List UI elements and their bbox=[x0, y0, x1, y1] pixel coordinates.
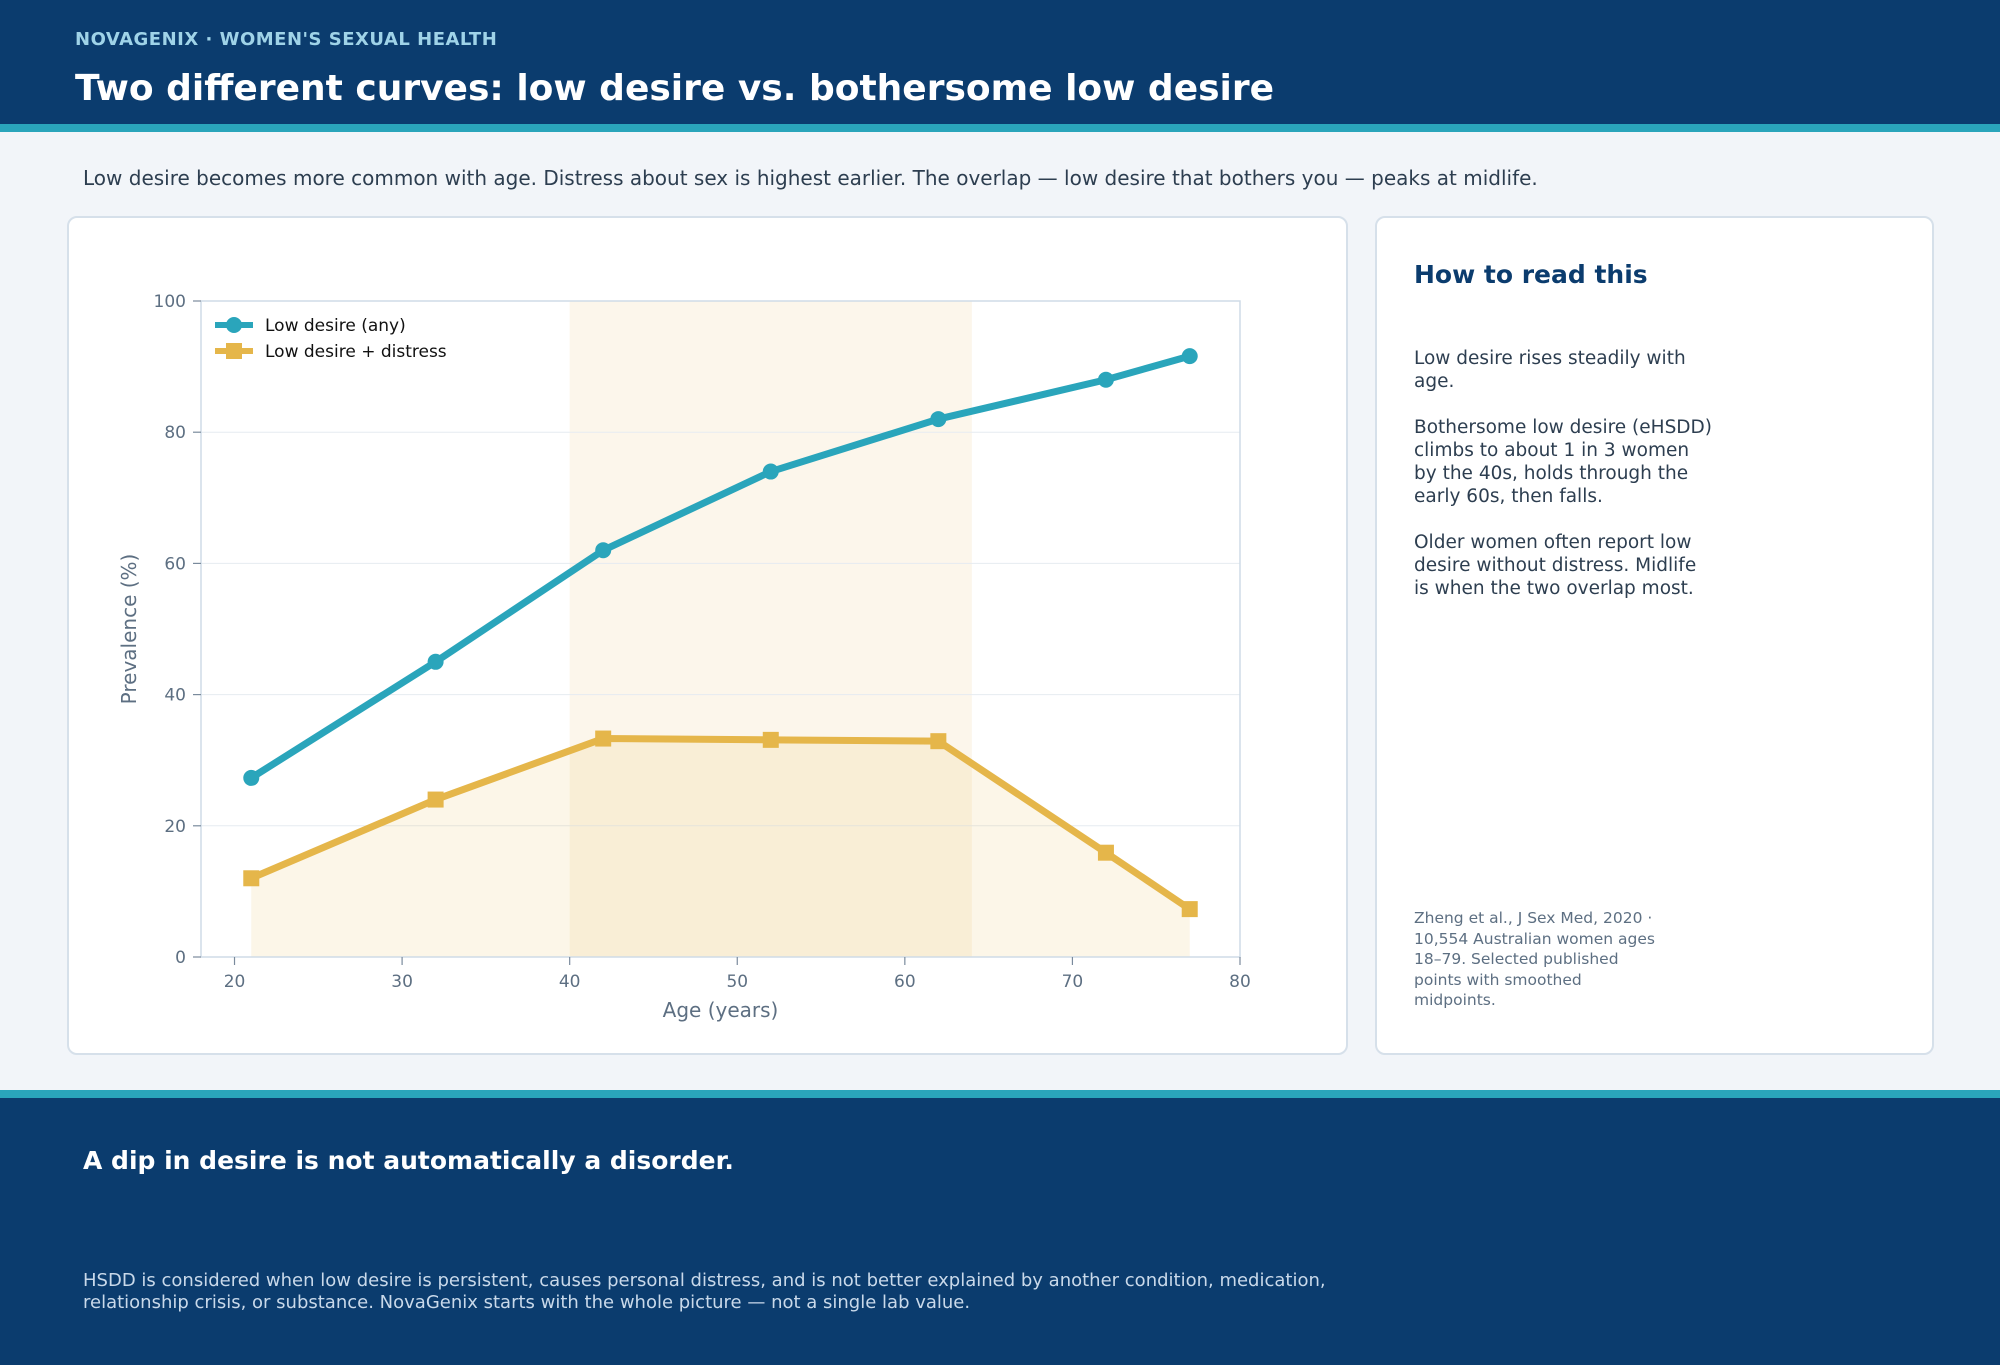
x-tick-label: 80 bbox=[1229, 972, 1251, 992]
panel-paragraph: Low desire rises steadily with age. bbox=[1414, 348, 1686, 392]
x-tick-label: 20 bbox=[224, 972, 246, 992]
panel-paragraph: Bothersome low desire (eHSDD) climbs to … bbox=[1414, 417, 1713, 507]
distress-point bbox=[762, 731, 779, 748]
midlife-highlight-band bbox=[569, 301, 972, 957]
prevalence-chart: 0 20 40 60 80 100 20 30 40 50 60 70 80 Age (years) Pre… bbox=[117, 292, 1251, 1022]
distress-area-fill bbox=[251, 738, 1190, 957]
distress-point bbox=[1097, 844, 1114, 861]
page-subtitle: Low desire becomes more common with age.… bbox=[83, 166, 1538, 190]
source-citation: Zheng et al., J Sex Med, 2020 · 10,554 A… bbox=[1414, 909, 1655, 1009]
chart-card: 0 20 40 60 80 100 20 30 40 50 60 70 80 Age (years) Pre… bbox=[67, 216, 1348, 1055]
distress-point bbox=[427, 791, 444, 808]
footer-body: HSDD is considered when low desire is pe… bbox=[83, 1270, 1326, 1313]
distress-point bbox=[243, 870, 260, 887]
low-desire-point bbox=[1181, 348, 1198, 365]
header-bar: NOVAGENIX · WOMEN'S SEXUAL HEALTH Two di… bbox=[0, 0, 2000, 124]
y-tick-label: 40 bbox=[164, 686, 186, 706]
y-tick-label: 100 bbox=[154, 292, 186, 312]
page-title: Two different curves: low desire vs. bot… bbox=[75, 68, 1275, 109]
low-desire-point bbox=[762, 463, 779, 480]
low-desire-point bbox=[930, 411, 947, 428]
x-tick-label: 50 bbox=[726, 972, 748, 992]
legend-label: Low desire (any) bbox=[265, 316, 406, 336]
y-tick-label: 0 bbox=[175, 948, 186, 968]
distress-point bbox=[930, 733, 947, 750]
low-desire-point bbox=[243, 769, 260, 786]
header-accent-stripe bbox=[0, 124, 2000, 132]
plot-frame bbox=[200, 300, 1241, 958]
x-axis-label: Age (years) bbox=[663, 998, 779, 1022]
brand-eyebrow: NOVAGENIX · WOMEN'S SEXUAL HEALTH bbox=[75, 29, 498, 50]
low-desire-point bbox=[1097, 371, 1114, 388]
low-desire-point bbox=[427, 653, 444, 670]
distress-point bbox=[1181, 901, 1198, 918]
panel-body: Low desire rises steadily with age. Both… bbox=[1414, 347, 1714, 623]
footer-headline: A dip in desire is not automatically a d… bbox=[83, 1146, 734, 1175]
x-tick-label: 40 bbox=[559, 972, 581, 992]
y-axis-label: Prevalence (%) bbox=[117, 554, 141, 705]
legend-marker-circle bbox=[226, 317, 242, 333]
footer-bar: A dip in desire is not automatically a d… bbox=[0, 1098, 2000, 1365]
panel-title: How to read this bbox=[1414, 260, 1648, 289]
low-desire-point bbox=[595, 542, 612, 559]
legend-marker-square bbox=[226, 343, 242, 359]
legend-label: Low desire + distress bbox=[265, 342, 447, 362]
y-tick-label: 80 bbox=[164, 423, 186, 443]
x-tick-label: 70 bbox=[1062, 972, 1084, 992]
y-tick-label: 20 bbox=[164, 817, 186, 837]
y-tick-label: 60 bbox=[164, 554, 186, 574]
distress-point bbox=[595, 730, 612, 747]
how-to-read-panel: How to read this Low desire rises steadi… bbox=[1375, 216, 1934, 1055]
x-tick-label: 30 bbox=[391, 972, 413, 992]
panel-paragraph: Older women often report low desire with… bbox=[1414, 532, 1697, 599]
footer-accent-stripe bbox=[0, 1090, 2000, 1098]
x-tick-label: 60 bbox=[894, 972, 916, 992]
